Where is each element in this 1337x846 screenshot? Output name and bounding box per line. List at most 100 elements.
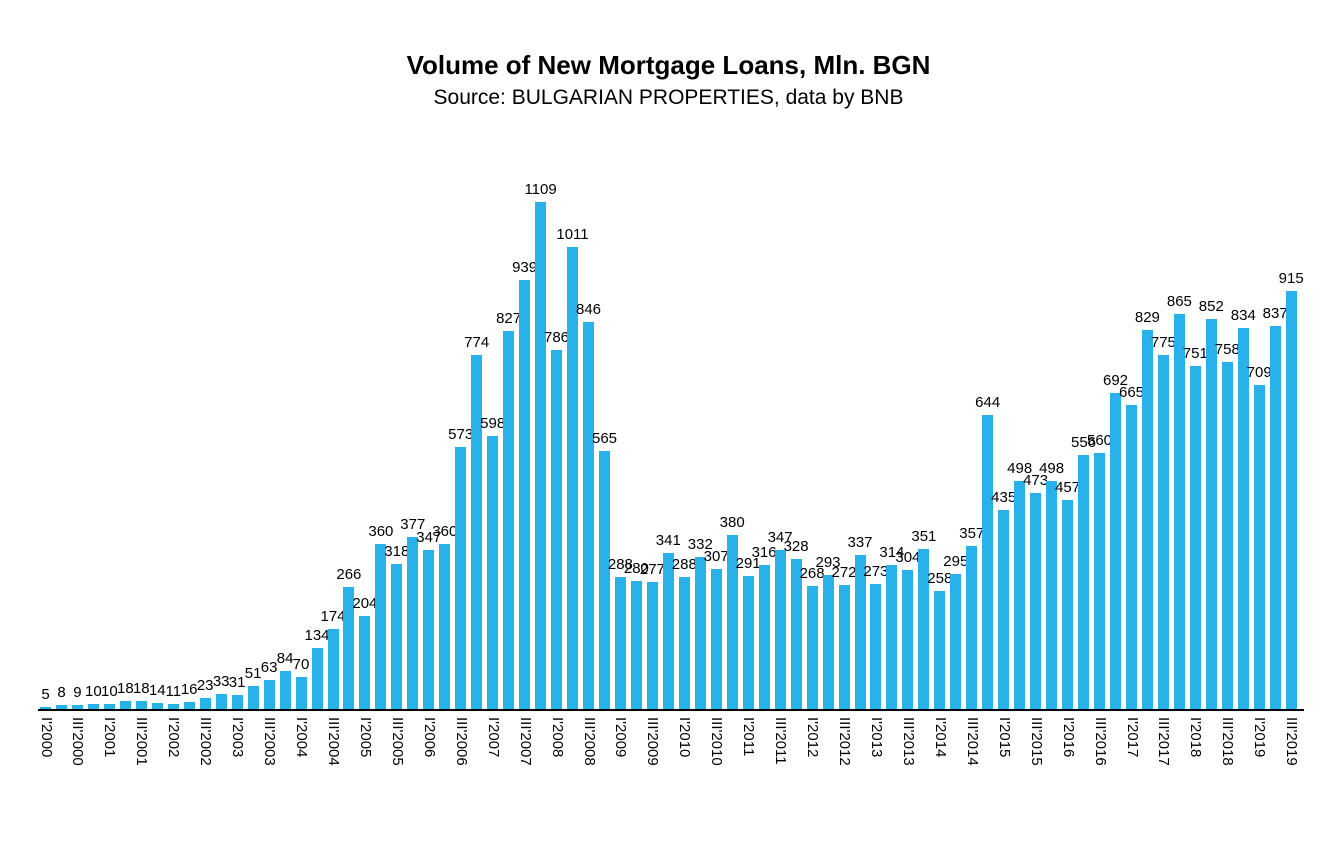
bar-value-label: 360 <box>368 523 394 540</box>
x-tick-label: III'2003 <box>261 717 279 766</box>
bar <box>119 701 131 709</box>
bar <box>503 331 515 709</box>
bar-value-label: 314 <box>879 544 905 561</box>
x-tick-label: I'2005 <box>356 717 374 758</box>
x-tick-label: III'2002 <box>197 717 215 766</box>
bar <box>1078 455 1089 709</box>
bar-value-label: 295 <box>943 553 969 570</box>
x-tick-label: I'2000 <box>37 717 55 758</box>
x-tick-label: III'2005 <box>388 717 406 766</box>
bar-value-label: 63 <box>260 659 278 676</box>
bar-value-label: 692 <box>1102 372 1129 389</box>
bar-value-label: 272 <box>831 564 857 581</box>
bar <box>614 577 626 709</box>
bar <box>535 202 547 709</box>
bar-value-label: 174 <box>320 608 346 625</box>
bar <box>391 564 403 709</box>
x-tick-label: III'2004 <box>325 717 342 766</box>
bar <box>886 565 898 709</box>
bar <box>519 280 531 709</box>
bar-value-label: 318 <box>384 543 410 560</box>
bar-value-label: 266 <box>336 566 362 583</box>
bar <box>407 537 419 709</box>
x-tick-label: III'2010 <box>708 717 726 766</box>
bar-value-label: 293 <box>815 554 841 571</box>
bar-value-label: 10 <box>101 683 118 700</box>
bar-value-label: 268 <box>799 565 825 582</box>
bar <box>854 555 866 709</box>
bar-value-label: 204 <box>352 595 378 612</box>
bar-value-label: 774 <box>464 334 490 351</box>
bar <box>1157 355 1169 709</box>
bar <box>151 703 163 709</box>
bar-value-label: 14 <box>148 682 166 699</box>
bar-value-label: 939 <box>512 259 538 276</box>
bar-value-label: 834 <box>1230 307 1256 324</box>
bar <box>774 550 786 709</box>
bar-value-label: 337 <box>847 534 873 551</box>
x-tick-label: I'2008 <box>548 717 566 758</box>
x-tick-label: III'2008 <box>580 717 598 766</box>
bar <box>646 582 658 709</box>
bar <box>838 585 850 709</box>
bar <box>487 436 499 709</box>
bar <box>1237 328 1249 709</box>
bar <box>1014 481 1026 709</box>
bar-value-label: 273 <box>863 563 889 580</box>
x-tick-label: I'2001 <box>101 717 119 758</box>
x-axis-line <box>38 709 1304 711</box>
bar-value-label: 758 <box>1214 341 1240 358</box>
x-tick-label: III'2019 <box>1283 717 1301 766</box>
bar-value-label: 498 <box>1039 460 1065 477</box>
bar <box>966 546 978 709</box>
bar <box>902 570 914 709</box>
x-tick-label: III'2006 <box>452 717 470 766</box>
x-tick-label: III'2009 <box>644 717 662 766</box>
bar <box>806 586 818 709</box>
x-tick-label: I'2010 <box>676 717 694 758</box>
bar-value-label: 51 <box>244 665 262 682</box>
bar-value-label: 829 <box>1134 309 1160 326</box>
bar-value-label: 23 <box>196 677 214 694</box>
bar <box>471 355 483 709</box>
bar <box>694 557 706 709</box>
bar <box>1189 366 1201 709</box>
bar-value-label: 277 <box>639 561 665 578</box>
bar <box>870 584 882 709</box>
bar <box>455 447 467 709</box>
bar <box>982 415 994 709</box>
bar-value-label: 328 <box>783 538 809 555</box>
bar-value-label: 598 <box>480 415 506 432</box>
bar <box>247 686 259 709</box>
bar-value-label: 316 <box>751 544 777 561</box>
bar <box>1253 385 1265 709</box>
bar <box>279 671 291 709</box>
x-tick-label: I'2004 <box>293 717 310 758</box>
bar-value-label: 304 <box>895 549 921 566</box>
bar-value-label: 280 <box>623 560 649 577</box>
bar <box>662 553 674 709</box>
bar <box>375 544 387 709</box>
bar <box>311 648 323 709</box>
x-tick-label: I'2011 <box>740 717 758 757</box>
bar <box>439 544 451 709</box>
bar <box>87 704 99 709</box>
bar <box>678 577 690 709</box>
bar <box>583 322 594 709</box>
bar <box>599 451 610 709</box>
bar-value-label: 11 <box>165 683 182 700</box>
bar <box>567 247 578 709</box>
bar-value-label: 307 <box>703 548 729 565</box>
bar-value-label: 84 <box>276 650 294 667</box>
bar <box>359 616 371 709</box>
bar-value-label: 556 <box>1070 434 1097 451</box>
x-tick-label: I'2016 <box>1059 717 1077 758</box>
bar-value-label: 347 <box>767 529 793 546</box>
x-tick-label: I'2017 <box>1123 717 1141 758</box>
bar-value-label: 827 <box>496 310 522 327</box>
bar-value-label: 18 <box>132 680 150 697</box>
bar <box>950 574 962 709</box>
bar <box>551 350 562 709</box>
